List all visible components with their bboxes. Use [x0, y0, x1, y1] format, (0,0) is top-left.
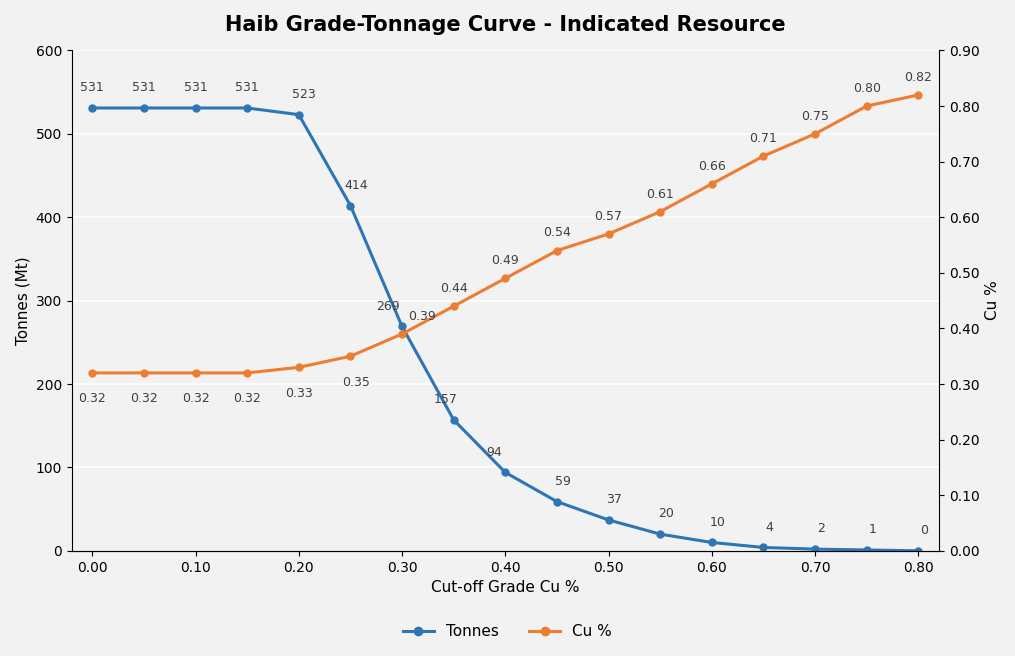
- Tonnes: [138, 104, 150, 112]
- Text: 531: 531: [132, 81, 156, 94]
- Text: 20: 20: [658, 507, 674, 520]
- Text: 0.33: 0.33: [285, 387, 313, 400]
- Text: 0.44: 0.44: [439, 282, 468, 295]
- Cu %: [654, 208, 666, 216]
- Text: 0.32: 0.32: [78, 392, 107, 405]
- Tonnes: [809, 545, 821, 553]
- Tonnes: [499, 468, 512, 476]
- Y-axis label: Cu %: Cu %: [985, 281, 1000, 321]
- Text: 0.71: 0.71: [749, 132, 777, 145]
- Text: 59: 59: [554, 475, 570, 487]
- Text: 0.57: 0.57: [595, 210, 622, 223]
- Text: 0.80: 0.80: [853, 82, 881, 95]
- Text: 0.75: 0.75: [801, 110, 829, 123]
- Tonnes: [448, 416, 460, 424]
- Text: 0.61: 0.61: [647, 188, 674, 201]
- Y-axis label: Tonnes (Mt): Tonnes (Mt): [15, 256, 30, 345]
- Cu %: [603, 230, 615, 238]
- Text: 94: 94: [486, 445, 502, 459]
- Text: 0.32: 0.32: [130, 392, 157, 405]
- Title: Haib Grade-Tonnage Curve - Indicated Resource: Haib Grade-Tonnage Curve - Indicated Res…: [225, 15, 786, 35]
- Cu %: [344, 352, 356, 360]
- Text: 1: 1: [868, 523, 876, 536]
- Tonnes: [861, 546, 873, 554]
- Cu %: [138, 369, 150, 377]
- Tonnes: [654, 530, 666, 538]
- Text: 0.49: 0.49: [491, 255, 520, 267]
- Text: 157: 157: [433, 393, 458, 406]
- Text: 0.82: 0.82: [904, 71, 932, 84]
- Tonnes: [603, 516, 615, 524]
- Text: 531: 531: [235, 81, 259, 94]
- Text: 0.39: 0.39: [408, 310, 435, 323]
- Tonnes: [86, 104, 98, 112]
- Text: 2: 2: [817, 522, 824, 535]
- Text: 0: 0: [920, 524, 928, 537]
- Cu %: [809, 130, 821, 138]
- Text: 4: 4: [765, 521, 773, 533]
- Text: 531: 531: [184, 81, 207, 94]
- Cu %: [292, 363, 304, 371]
- Line: Tonnes: Tonnes: [89, 104, 922, 554]
- Text: 531: 531: [80, 81, 105, 94]
- Cu %: [448, 302, 460, 310]
- Text: 0.32: 0.32: [182, 392, 209, 405]
- Text: 0.66: 0.66: [698, 160, 726, 173]
- Cu %: [861, 102, 873, 110]
- Text: 37: 37: [606, 493, 622, 506]
- Cu %: [705, 180, 718, 188]
- Text: 0.32: 0.32: [233, 392, 261, 405]
- Tonnes: [190, 104, 202, 112]
- X-axis label: Cut-off Grade Cu %: Cut-off Grade Cu %: [431, 580, 580, 595]
- Text: 0.35: 0.35: [342, 376, 369, 388]
- Tonnes: [344, 201, 356, 209]
- Text: 523: 523: [292, 88, 317, 101]
- Tonnes: [292, 111, 304, 119]
- Legend: Tonnes, Cu %: Tonnes, Cu %: [397, 618, 618, 645]
- Cu %: [912, 91, 925, 99]
- Line: Cu %: Cu %: [89, 91, 922, 377]
- Cu %: [396, 330, 408, 338]
- Cu %: [190, 369, 202, 377]
- Text: 0.54: 0.54: [543, 226, 570, 239]
- Cu %: [499, 274, 512, 282]
- Tonnes: [757, 544, 769, 552]
- Tonnes: [396, 323, 408, 331]
- Text: 10: 10: [709, 516, 726, 529]
- Tonnes: [912, 547, 925, 555]
- Text: 414: 414: [344, 178, 367, 192]
- Cu %: [757, 152, 769, 160]
- Tonnes: [551, 498, 563, 506]
- Cu %: [86, 369, 98, 377]
- Tonnes: [705, 539, 718, 546]
- Cu %: [551, 247, 563, 255]
- Tonnes: [242, 104, 254, 112]
- Cu %: [242, 369, 254, 377]
- Text: 269: 269: [377, 300, 400, 313]
